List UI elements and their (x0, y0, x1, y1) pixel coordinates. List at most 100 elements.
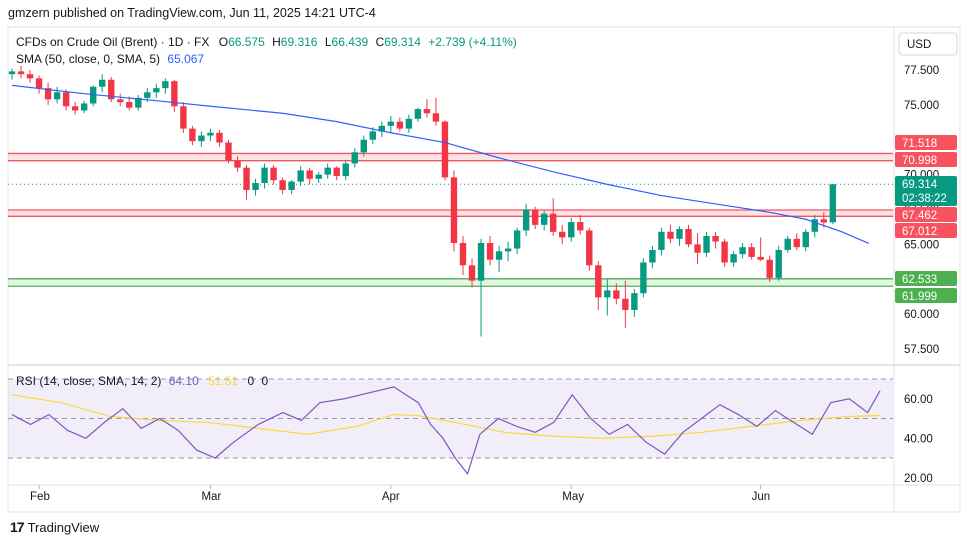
tradingview-logo-text: TradingView (27, 519, 100, 535)
rsi-line (11, 386, 881, 476)
candle-body (721, 241, 728, 263)
open-value: 66.575 (228, 35, 265, 49)
price-tag (895, 271, 957, 286)
candle-body (17, 71, 25, 75)
candle-body (640, 262, 647, 294)
candle-body (288, 181, 295, 190)
candle-body (126, 102, 133, 108)
ohlc-legend: CFDs on Crude Oil (Brent) · 1D · FX O66.… (16, 35, 517, 49)
sma-50-line (11, 84, 870, 244)
candle-body (53, 92, 61, 100)
candle-body (396, 121, 404, 129)
candle-body (35, 78, 43, 89)
candle-body (243, 167, 250, 190)
candle-body (793, 238, 800, 248)
rsi-label: RSI (14, close, SMA, 14, 2) (16, 374, 161, 388)
candle-body (775, 249, 782, 278)
sma-value: 65.067 (167, 52, 204, 66)
currency-button[interactable] (898, 32, 958, 56)
candle-body (207, 132, 214, 136)
sr-zones (8, 152, 893, 287)
candle-body (324, 167, 331, 175)
candle-body (540, 213, 548, 225)
sma-label: SMA (50, close, 0, SMA, 5) (16, 52, 160, 66)
rsi-legend: RSI (14, close, SMA, 14, 2) 64.10 51.51 … (16, 374, 269, 388)
candle-body (306, 170, 313, 179)
candles (8, 65, 837, 337)
candle-body (459, 242, 467, 266)
candle-body (568, 222, 575, 238)
candle-body (658, 231, 665, 250)
high-label: H (272, 35, 281, 49)
candle-body (261, 167, 268, 183)
price-tag-label: 67.012 (902, 226, 937, 238)
candle-body (757, 256, 764, 260)
candle-body (26, 74, 34, 79)
resistance-zone (8, 210, 893, 217)
price-tag (895, 288, 957, 303)
rsi-lines (11, 386, 881, 476)
candle-body (667, 231, 674, 239)
candle-body (550, 213, 557, 232)
rsi-tick-label: 60.00 (904, 394, 933, 406)
candle-body (685, 229, 692, 245)
support-zone (8, 278, 893, 287)
open-label: O (219, 35, 228, 49)
price-tick-label: 60.000 (904, 309, 939, 321)
rsi-tick-label: 20.00 (904, 473, 933, 485)
close-label: C (376, 35, 385, 49)
sma-legend: SMA (50, close, 0, SMA, 5) 65.067 (16, 52, 204, 66)
candle-body (811, 219, 818, 232)
candle-body (71, 106, 79, 111)
candle-body (80, 103, 88, 111)
candle-body (252, 182, 259, 190)
candle-body (135, 97, 142, 108)
candle-body (225, 142, 232, 161)
candle-body (802, 231, 809, 248)
candle-body (333, 167, 340, 177)
price-tag-label: 62.533 (902, 274, 937, 286)
candle-body (631, 293, 638, 310)
candle-body (595, 265, 602, 298)
candle-body (180, 106, 187, 129)
price-tick-label: 75.000 (904, 100, 939, 112)
candle-body (198, 135, 205, 142)
price-tag-label: 69.314 (902, 179, 938, 191)
candle-body (468, 265, 476, 281)
candle-body (108, 79, 115, 100)
candle-body (784, 238, 791, 250)
price-tick-label: 57.500 (904, 344, 939, 356)
chart-frame (7, 26, 961, 513)
candle-body (703, 236, 710, 253)
price-tag (895, 152, 957, 167)
candle-body (189, 128, 196, 142)
close-value: 69.314 (384, 35, 421, 49)
price-tag (895, 135, 957, 150)
candle-body (513, 230, 521, 249)
candle-body (117, 99, 124, 103)
candle-body (162, 81, 169, 89)
candle-body (477, 242, 485, 281)
price-tag (895, 176, 957, 206)
month-label: Mar (201, 491, 221, 503)
currency-label: USD (907, 39, 931, 51)
candle-body (270, 167, 277, 181)
candle-body (766, 259, 773, 278)
rsi-ma-line (11, 394, 881, 439)
candle-body (712, 236, 719, 242)
candle-body (522, 209, 530, 231)
price-tag-label: 71.518 (902, 138, 937, 150)
candle-body (153, 88, 160, 93)
rsi-value: 64.10 (169, 374, 199, 388)
price-tag-label: 61.999 (902, 291, 937, 303)
candle-body (649, 249, 656, 263)
candle-body (387, 121, 395, 126)
candle-body (351, 152, 358, 164)
price-tick-label: 77.500 (904, 65, 939, 77)
month-label: Apr (382, 491, 400, 503)
candle-body (432, 113, 440, 122)
rsi-extra-1: 0 (247, 374, 254, 388)
candle-body (676, 229, 683, 239)
candle-body (315, 174, 322, 179)
